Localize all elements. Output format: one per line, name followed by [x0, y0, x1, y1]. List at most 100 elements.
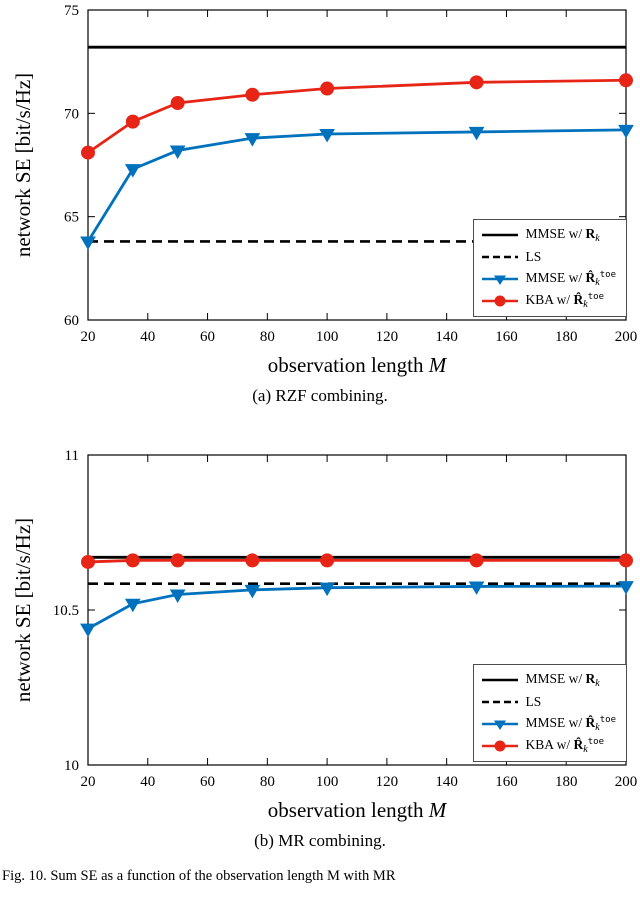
circle-marker — [494, 295, 506, 307]
chart-b-block: 20 40 60 80 100 120 140 160 180 200 10 10.5 11 networ… — [0, 445, 640, 852]
triangle-down-marker — [80, 623, 96, 638]
legend-label: MMSE w/ Rk — [525, 671, 600, 689]
triangle-down-marker — [80, 236, 96, 250]
chart-a-title: (a) RZF combining. — [252, 386, 388, 405]
triangle-down-marker — [468, 126, 485, 141]
legend-line-sample — [481, 700, 518, 704]
y-tick-label: 11 — [65, 448, 79, 464]
chart-b-title: (b) MR combining. — [254, 831, 386, 850]
circle-marker — [170, 96, 185, 110]
chart-a-legend: MMSE w/ Rk LS MMSE w/ R̂ktoe KBA w/ R̂ktoe — [472, 219, 627, 317]
series-KBA w/ R̂_k^toe — [81, 553, 633, 569]
triangle-down-marker — [319, 129, 335, 143]
legend-line-sample — [481, 740, 518, 752]
x-tick-label: 200 — [615, 774, 638, 790]
legend-line-sample — [481, 295, 518, 307]
circle-marker — [245, 87, 260, 102]
x-tick-label: 100 — [316, 774, 339, 790]
x-tick-label: 180 — [555, 329, 578, 345]
legend-label: KBA w/ R̂ktoe — [525, 737, 604, 755]
x-tick-label: 60 — [200, 774, 215, 790]
x-tick-label: 100 — [316, 329, 339, 345]
legend-line-sample — [481, 255, 518, 259]
legend-entry: LS — [481, 692, 616, 712]
circle-marker — [619, 553, 633, 568]
x-tick-label: 140 — [435, 774, 458, 790]
y-axis-label: network SE [bit/s/Hz] — [11, 518, 35, 702]
legend-line-sample — [481, 275, 518, 285]
circle-marker — [125, 114, 140, 129]
circle-marker — [245, 553, 260, 568]
legend-entry: MMSE w/ R̂ktoe — [481, 269, 616, 289]
x-tick-label: 60 — [200, 329, 215, 345]
triangle-down-marker — [169, 145, 186, 160]
series-KBA w/ R̂_k^toe — [81, 73, 633, 160]
x-tick-label: 80 — [260, 329, 275, 345]
x-tick-label: 140 — [435, 329, 458, 345]
triangle-down-marker — [244, 584, 261, 599]
legend-line-sample — [481, 720, 518, 730]
x-tick-label: 120 — [376, 329, 399, 345]
x-tick-label: 40 — [140, 329, 155, 345]
triangle-down-marker — [124, 598, 141, 613]
legend-label: LS — [525, 249, 542, 264]
legend-entry: MMSE w/ Rk — [481, 670, 616, 690]
triangle-down-marker — [169, 589, 186, 603]
series-line — [87, 559, 626, 564]
circle-marker — [469, 75, 484, 90]
circle-marker — [170, 553, 185, 568]
series-MMSE w/ R̂_k^toe — [80, 581, 634, 638]
x-tick-label: 80 — [260, 774, 275, 790]
triangle-down-marker — [124, 164, 141, 178]
triangle-down-marker — [244, 133, 261, 147]
circle-marker — [469, 553, 484, 568]
legend-entry: MMSE w/ Rk — [481, 225, 616, 245]
x-tick-label: 120 — [376, 774, 399, 790]
triangle-down-marker — [493, 720, 506, 730]
triangle-down-marker — [618, 581, 634, 595]
x-axis-label: observation length M — [268, 798, 448, 822]
triangle-down-marker — [319, 582, 335, 597]
y-tick-label: 70 — [64, 106, 79, 122]
circle-marker — [125, 553, 140, 568]
triangle-down-marker — [468, 581, 485, 595]
y-tick-label: 60 — [64, 313, 79, 329]
circle-marker — [320, 553, 335, 568]
circle-marker — [494, 740, 506, 752]
series-MMSE w/ R̂_k^toe — [80, 124, 634, 250]
figure-caption: Fig. 10. Sum SE as a function of the obs… — [2, 868, 396, 884]
y-tick-label: 65 — [64, 210, 79, 226]
x-tick-label: 20 — [81, 774, 96, 790]
legend-label: KBA w/ R̂ktoe — [525, 292, 604, 310]
y-tick-label: 10 — [64, 758, 79, 774]
x-tick-label: 200 — [615, 329, 638, 345]
legend-label: MMSE w/ Rk — [525, 226, 600, 244]
x-tick-label: 180 — [555, 774, 578, 790]
x-tick-label: 160 — [495, 329, 518, 345]
legend-entry: LS — [481, 247, 616, 267]
legend-entry: KBA w/ R̂ktoe — [481, 736, 616, 756]
triangle-down-marker — [618, 124, 634, 139]
x-axis-label: observation length M — [268, 353, 448, 377]
chart-a-block: 20 40 60 80 100 120 140 160 180 200 60 65 70 75 networ… — [0, 0, 640, 407]
legend-label: LS — [525, 694, 542, 709]
x-tick-label: 160 — [495, 774, 518, 790]
circle-marker — [81, 554, 95, 569]
legend-line-sample — [481, 678, 518, 682]
legend-entry: MMSE w/ R̂ktoe — [481, 714, 616, 734]
x-tick-label: 20 — [81, 329, 96, 345]
circle-marker — [81, 145, 95, 160]
triangle-down-marker — [493, 275, 506, 285]
circle-marker — [320, 81, 335, 96]
chart-b-legend: MMSE w/ Rk LS MMSE w/ R̂ktoe KBA w/ R̂ktoe — [472, 664, 627, 762]
circle-marker — [619, 73, 633, 88]
legend-entry: KBA w/ R̂ktoe — [481, 291, 616, 311]
chart-a-svg: 20 40 60 80 100 120 140 160 180 200 60 65 70 75 networ… — [11, 3, 638, 377]
legend-line-sample — [481, 233, 518, 237]
y-axis-label: network SE [bit/s/Hz] — [11, 73, 35, 257]
y-tick-label: 75 — [64, 3, 79, 19]
chart-b-plot-area: 20 40 60 80 100 120 140 160 180 200 10 10.5 11 networ… — [0, 445, 640, 823]
chart-b-svg: 20 40 60 80 100 120 140 160 180 200 10 10.5 11 networ… — [11, 448, 638, 822]
y-tick-label: 10.5 — [53, 603, 79, 619]
chart-a-plot-area: 20 40 60 80 100 120 140 160 180 200 60 65 70 75 networ… — [0, 0, 640, 378]
